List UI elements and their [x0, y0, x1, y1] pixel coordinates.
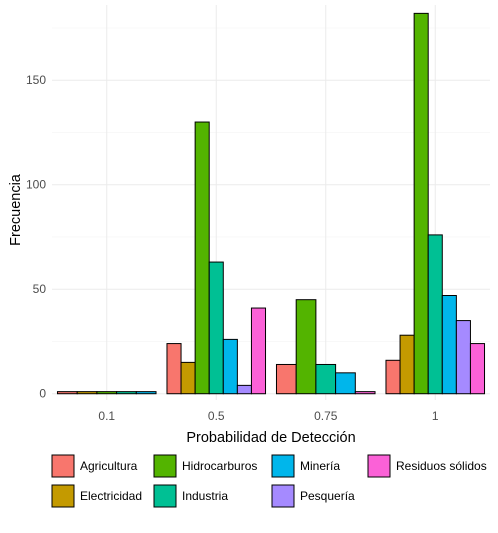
bar-hidrocarburos-0.5: [194, 121, 210, 395]
bar-industria-0.1: [116, 391, 137, 395]
legend-item-pesquería: Pesquería: [271, 484, 355, 508]
legend-swatch: [51, 454, 75, 478]
bar-pesquería-1: [455, 320, 471, 395]
legend-item-minería: Minería: [271, 454, 340, 478]
bar-electricidad-0.5: [180, 361, 196, 395]
legend-label: Industria: [182, 489, 228, 503]
bar-industria-1: [427, 234, 443, 395]
bar-residuos-sólidos-1: [469, 343, 486, 395]
legend-item-hidrocarburos: Hidrocarburos: [153, 454, 257, 478]
legend-swatch: [367, 454, 391, 478]
legend-label: Residuos sólidos: [396, 459, 487, 473]
y-tick-label: 50: [33, 282, 47, 296]
bar-residuos-sólidos-0.5: [250, 307, 267, 395]
bar-agricultura-0.75: [275, 363, 297, 395]
bar-minería-0.75: [335, 372, 356, 395]
x-axis-ticks: 0.1 0.5 0.75 1: [98, 409, 439, 423]
y-tick-label: 150: [26, 73, 46, 87]
legend-item-electricidad: Electricidad: [51, 484, 142, 508]
legend-swatch: [271, 454, 295, 478]
bars: [56, 12, 486, 395]
bar-minería-0.1: [135, 391, 157, 395]
bar-minería-1: [441, 295, 457, 395]
legend-label: Pesquería: [300, 489, 355, 503]
x-tick-label: 0.1: [98, 409, 115, 423]
legend-swatch: [153, 454, 177, 478]
bar-residuos-sólidos-0.75: [354, 391, 376, 395]
x-tick-label: 1: [432, 409, 439, 423]
y-axis-title: Frecuencia: [8, 173, 24, 246]
legend-label: Hidrocarburos: [182, 459, 257, 473]
legend-item-industria: Industria: [153, 484, 228, 508]
legend-label: Electricidad: [80, 489, 142, 503]
bar-agricultura-0.1: [56, 391, 78, 395]
legend-swatch: [51, 484, 75, 508]
bar-industria-0.75: [315, 363, 337, 395]
legend-label: Minería: [300, 459, 340, 473]
bar-electricidad-0.1: [76, 391, 98, 395]
legend-label: Agricultura: [80, 459, 138, 473]
legend-swatch: [153, 484, 177, 508]
y-tick-label: 100: [26, 178, 46, 192]
bar-electricidad-1: [399, 334, 415, 395]
bar-hidrocarburos-0.75: [295, 299, 317, 395]
x-axis-title: Probabilidad de Detección: [186, 430, 355, 446]
bar-agricultura-0.5: [166, 343, 182, 395]
legend-item-agricultura: Agricultura: [51, 454, 138, 478]
bar-industria-0.5: [208, 261, 224, 395]
y-axis-ticks: 0 50 100 150: [26, 73, 46, 400]
x-tick-label: 0.5: [208, 409, 225, 423]
bar-pesquería-0.5: [236, 384, 252, 395]
bar-agricultura-1: [385, 359, 401, 395]
legend-swatch: [271, 484, 295, 508]
bar-hidrocarburos-1: [413, 12, 429, 395]
x-tick-label: 0.75: [314, 409, 338, 423]
y-tick-label: 0: [39, 387, 46, 401]
bar-hidrocarburos-0.1: [96, 391, 118, 395]
bar-minería-0.5: [222, 338, 238, 395]
legend-item-residuos-sólidos: Residuos sólidos: [367, 454, 487, 478]
legend: Agricultura Hidrocarburos Minería Residuos …: [51, 454, 487, 508]
